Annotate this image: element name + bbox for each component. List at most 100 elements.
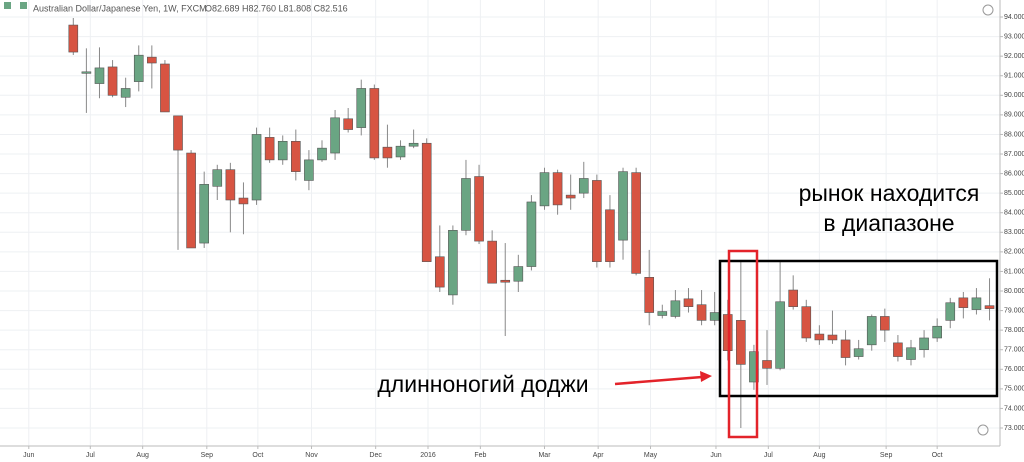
y-tick-label: 77.000 [1004,347,1024,354]
y-tick-label: 80.000 [1004,288,1024,295]
y-tick-label: 73.000 [1004,425,1024,432]
candle-body [212,169,223,187]
y-tick-label: 91.000 [1004,73,1024,80]
candle-body [722,314,733,351]
candle-body [696,304,707,321]
range-box [718,259,999,398]
x-tick-label: Feb [474,452,486,459]
candle-body [932,325,942,339]
arrow-line [614,375,703,386]
x-tick-label: Aug [136,452,149,459]
candle-body [749,351,759,383]
candle-body [474,176,484,242]
candle-body [421,142,432,262]
candle-body [592,180,602,262]
candle-body [277,140,288,161]
settings-icon[interactable] [977,424,989,436]
x-tick-label: 2016 [420,452,436,459]
candle-body [448,230,458,296]
candle-body [317,147,327,161]
candle-body [893,342,903,357]
candle-body [565,194,576,199]
candle-body [958,297,969,308]
ohlc-readout: O82.689 H82.760 L81.808 C82.516 [205,3,348,13]
y-tick-label: 84.000 [1004,210,1024,217]
candle-body [657,311,668,316]
candle-body [880,316,890,331]
symbol-icon [20,2,27,9]
candle-body [605,209,615,262]
candle-body [356,88,367,128]
candle-body [461,178,471,231]
candle-body [945,302,956,321]
x-tick-label: Jun [23,452,34,459]
x-tick-label: Oct [932,452,943,459]
x-tick-label: Mar [538,452,551,459]
candle-body [434,256,445,288]
candle-body [866,316,877,346]
y-tick-label: 88.000 [1004,131,1024,138]
y-tick-label: 82.000 [1004,249,1024,256]
x-tick-label: Dec [369,452,382,459]
y-tick-label: 79.000 [1004,307,1024,314]
x-tick-label: May [644,452,658,459]
candle-body [775,301,785,369]
doji-box [727,249,759,439]
candle-body [487,240,497,284]
y-tick-label: 76.000 [1004,366,1024,373]
y-tick-label: 87.000 [1004,151,1024,158]
candle-body [683,298,694,307]
x-tick-label: Oct [252,452,263,459]
candle-body [238,197,249,205]
symbol-icon [4,2,11,9]
y-tick-label: 83.000 [1004,229,1024,236]
candle-body [618,171,628,241]
candle-body [304,159,314,181]
annotation: в диапазоне [823,210,954,236]
y-tick-label: 81.000 [1004,268,1024,275]
help-icon[interactable] [982,4,994,16]
candle-body [160,63,170,113]
candle-body [199,184,209,244]
candle-body [500,279,511,283]
candles [68,18,995,428]
candle-body [408,142,419,147]
chart-title: Australian Dollar/Japanese Yen, 1W, FXCM [33,3,207,13]
candle-body [173,115,183,151]
y-tick-label: 89.000 [1004,112,1024,119]
y-tick-label: 90.000 [1004,92,1024,99]
candle-body [133,54,144,82]
candle-body [906,347,916,360]
candle-body [264,137,275,161]
candle-body [631,172,641,274]
candle-body [120,88,131,98]
candle-body [369,88,380,159]
candle-body [107,66,118,96]
y-tick-label: 78.000 [1004,327,1024,334]
y-tick-label: 94.000 [1004,14,1024,21]
y-tick-label: 92.000 [1004,53,1024,60]
candle-body [81,71,92,74]
y-tick-label: 74.000 [1004,405,1024,412]
x-tick-label: Jul [86,452,95,459]
candle-body [330,117,340,154]
candle-body [644,277,655,313]
candle-body [578,178,589,194]
candle-body [814,333,825,341]
candle-body [919,337,929,351]
candle-body [382,146,393,159]
candle-body [68,24,79,53]
candle-body [971,297,982,310]
grid [0,0,1000,446]
y-tick-label: 75.000 [1004,386,1024,393]
x-tick-label: Jun [710,452,721,459]
candle-body [788,289,798,307]
candle-body [801,306,812,339]
candle-body [225,169,236,201]
annotation: длинноногий доджи [377,371,588,397]
candle-body [762,360,772,369]
candle-body [670,300,681,317]
candle-body [94,67,105,84]
candle-body [147,56,157,64]
x-tick-label: Aug [813,452,826,459]
